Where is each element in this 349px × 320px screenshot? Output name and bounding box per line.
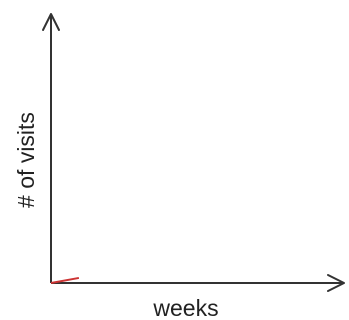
y-axis-arrow-icon bbox=[42, 13, 60, 31]
x-axis-label: weeks bbox=[152, 295, 218, 320]
series-line-0 bbox=[50, 276, 80, 284]
x-axis-arrow-icon bbox=[327, 274, 345, 292]
series-layer bbox=[50, 276, 80, 284]
y-axis-label: # of visits bbox=[13, 112, 39, 208]
